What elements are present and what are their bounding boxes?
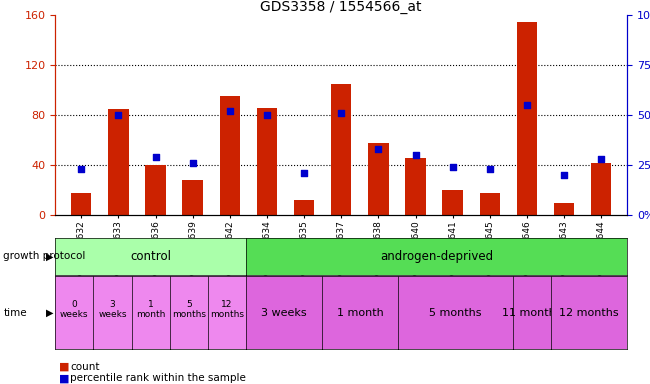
Text: androgen-deprived: androgen-deprived [380, 250, 493, 263]
Bar [146, 165, 166, 215]
Point [373, 146, 384, 152]
Text: time: time [3, 308, 27, 318]
Bar [480, 193, 500, 215]
Point [187, 160, 198, 166]
Bar [108, 109, 129, 215]
Text: ■: ■ [58, 373, 69, 383]
Point [596, 156, 606, 162]
Title: GDS3358 / 1554566_at: GDS3358 / 1554566_at [261, 0, 422, 14]
Point [76, 166, 86, 172]
Point [225, 108, 235, 114]
Text: growth protocol: growth protocol [3, 251, 86, 262]
Text: count: count [70, 362, 99, 372]
Text: 12 months: 12 months [559, 308, 619, 318]
Point [113, 112, 124, 118]
Bar [368, 143, 389, 215]
Bar [591, 163, 612, 215]
Text: 5
months: 5 months [172, 300, 205, 319]
Point [522, 102, 532, 108]
Text: 1
month: 1 month [136, 300, 165, 319]
Point [336, 110, 346, 116]
Text: 12
months: 12 months [210, 300, 244, 319]
Text: percentile rank within the sample: percentile rank within the sample [70, 373, 246, 383]
Bar [554, 203, 575, 215]
Text: 3
weeks: 3 weeks [98, 300, 127, 319]
Bar [331, 84, 352, 215]
Text: 1 month: 1 month [337, 308, 383, 318]
Text: 3 weeks: 3 weeks [261, 308, 307, 318]
Bar [294, 200, 315, 215]
Point [485, 166, 495, 172]
Text: 0
weeks: 0 weeks [60, 300, 88, 319]
Text: 5 months: 5 months [430, 308, 482, 318]
Bar [443, 190, 463, 215]
Point [559, 172, 569, 178]
Text: ▶: ▶ [46, 308, 54, 318]
Bar [517, 22, 537, 215]
Bar [257, 108, 277, 215]
Point [150, 154, 161, 160]
Text: ▶: ▶ [46, 251, 54, 262]
Point [447, 164, 458, 170]
Text: control: control [130, 250, 171, 263]
Point [410, 152, 421, 158]
Point [262, 112, 272, 118]
Point [299, 170, 309, 176]
Text: 11 months: 11 months [502, 308, 562, 318]
Bar [71, 193, 92, 215]
Text: ■: ■ [58, 362, 69, 372]
Bar [220, 96, 240, 215]
Bar [406, 158, 426, 215]
Bar [183, 180, 203, 215]
